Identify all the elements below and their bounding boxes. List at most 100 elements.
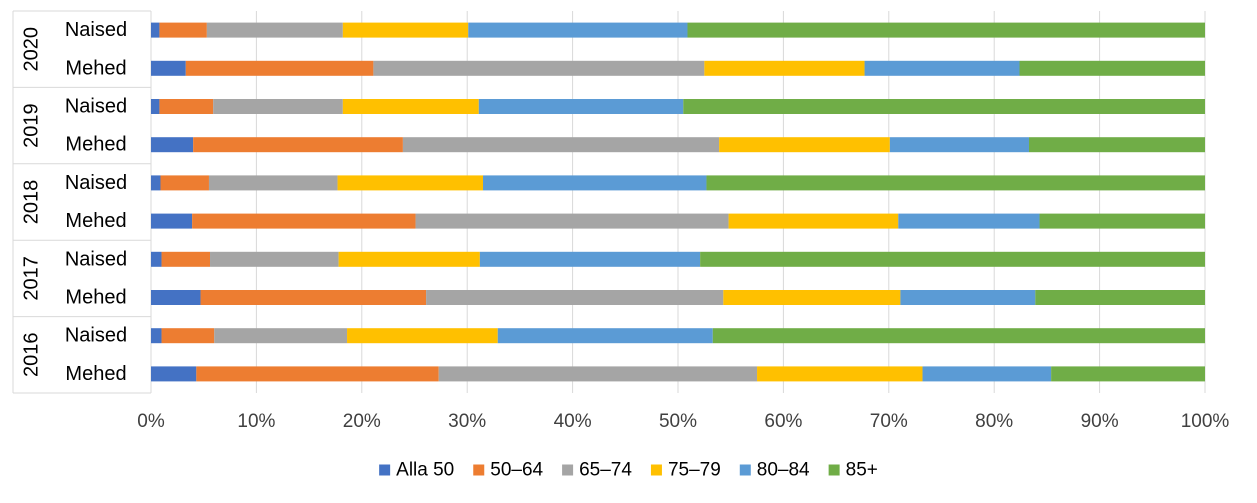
bar-segment xyxy=(159,22,207,38)
bar-segment xyxy=(757,366,923,382)
category-label: Mehed xyxy=(65,210,126,232)
bar-segment xyxy=(900,290,1036,305)
legend-label: 75–79 xyxy=(668,460,721,481)
x-tick-label: 40% xyxy=(554,411,592,432)
bar-segment xyxy=(159,99,214,114)
bar-segment xyxy=(479,251,701,267)
bar-segment xyxy=(1051,366,1205,382)
x-tick-label: 80% xyxy=(975,411,1013,432)
category-label: Naised xyxy=(65,96,127,118)
year-label: 2018 xyxy=(21,180,43,225)
bar-segment xyxy=(185,60,374,76)
bar-segment xyxy=(723,290,901,305)
bar-segment xyxy=(337,175,484,191)
bar-segment xyxy=(426,290,724,305)
bar-segment xyxy=(1035,290,1205,305)
legend-swatch xyxy=(379,464,391,476)
bar-segment xyxy=(704,60,865,76)
category-label: Naised xyxy=(65,325,127,347)
bars xyxy=(151,22,1205,382)
x-tick-label: 90% xyxy=(1081,411,1119,432)
bar-segment xyxy=(712,328,1205,344)
bar-segment xyxy=(347,328,498,344)
bar-segment xyxy=(206,22,343,38)
legend: Alla 50 50–64 65–74 75–79 80–84 85+ xyxy=(379,460,878,481)
x-tick-label: 0% xyxy=(137,411,165,432)
bar-segment xyxy=(898,213,1040,229)
bar-segment xyxy=(415,213,729,229)
bar-segment xyxy=(864,60,1020,76)
bar-segment xyxy=(214,328,348,344)
bar-segment xyxy=(687,22,1205,38)
bar-segment xyxy=(342,22,469,38)
category-label: Mehed xyxy=(65,134,126,156)
x-tick-label: 10% xyxy=(237,411,275,432)
legend-label: 85+ xyxy=(846,460,878,481)
bar-segment xyxy=(889,137,1029,153)
bar-segment xyxy=(208,175,338,191)
bar-segment xyxy=(483,175,707,191)
legend-swatch xyxy=(562,464,574,476)
bar-segment xyxy=(210,251,339,267)
x-tick-label: 20% xyxy=(343,411,381,432)
bar-segment xyxy=(151,366,197,382)
bar-segment xyxy=(1019,60,1205,76)
year-label: 2017 xyxy=(21,256,43,301)
bar-segment xyxy=(151,99,160,114)
category-label: Naised xyxy=(65,248,127,270)
bar-segment xyxy=(728,213,899,229)
legend-label: 80–84 xyxy=(757,460,810,481)
bar-segment xyxy=(200,290,427,305)
bar-segment xyxy=(402,137,720,153)
bar-segment xyxy=(161,251,211,267)
bar-segment xyxy=(193,137,403,153)
legend-label: Alla 50 xyxy=(396,460,454,481)
bar-segment xyxy=(1039,213,1205,229)
x-tick-label: 60% xyxy=(764,411,802,432)
legend-swatch xyxy=(828,464,840,476)
bar-segment xyxy=(683,99,1205,114)
category-label: Mehed xyxy=(65,57,126,79)
category-axis: 2020 Naised Mehed 2019 Naised Mehed 2018 Naised… xyxy=(12,10,152,394)
bar-segment xyxy=(922,366,1052,382)
x-tick-label: 70% xyxy=(870,411,908,432)
legend-swatch xyxy=(650,464,662,476)
legend-swatch xyxy=(739,464,751,476)
bar-segment xyxy=(192,213,416,229)
year-label: 2016 xyxy=(21,333,43,378)
category-label: Mehed xyxy=(65,287,126,309)
bar-segment xyxy=(700,251,1205,267)
year-label: 2019 xyxy=(21,103,43,148)
bar-segment xyxy=(497,328,713,344)
legend-swatch xyxy=(473,464,485,476)
bar-segment xyxy=(151,60,186,76)
bar-segment xyxy=(160,175,209,191)
bar-segment xyxy=(151,137,194,153)
x-tick-label: 30% xyxy=(448,411,486,432)
bar-segment xyxy=(151,290,201,305)
x-tick-label: 50% xyxy=(659,411,697,432)
bar-segment xyxy=(151,328,162,344)
bar-segment xyxy=(151,251,162,267)
legend-label: 50–64 xyxy=(490,460,543,481)
x-tick-label: 100% xyxy=(1181,411,1230,432)
bar-segment xyxy=(478,99,684,114)
category-label: Naised xyxy=(65,172,127,194)
bar-segment xyxy=(1028,137,1205,153)
year-label: 2020 xyxy=(21,27,43,71)
bar-segment xyxy=(706,175,1205,191)
bar-segment xyxy=(161,328,215,344)
bar-segment xyxy=(438,366,758,382)
category-label: Mehed xyxy=(65,363,126,385)
category-label: Naised xyxy=(65,19,127,41)
bar-segment xyxy=(151,22,160,38)
bar-segment xyxy=(151,213,193,229)
legend-label: 65–74 xyxy=(579,460,632,481)
bar-segment xyxy=(196,366,439,382)
bar-segment xyxy=(719,137,890,153)
bar-segment xyxy=(373,60,705,76)
bar-segment xyxy=(468,22,688,38)
bar-segment xyxy=(213,99,343,114)
x-axis-ticks: 0% 10% 20% 30% 40% 50% 60% 70% 80% 90% 100% xyxy=(137,411,1229,432)
